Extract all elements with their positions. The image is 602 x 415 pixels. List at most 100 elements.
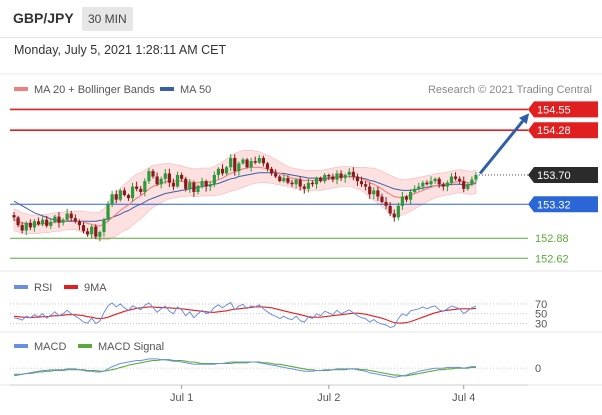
candle-body [188,182,192,189]
candle-body [372,190,376,195]
candle-body [200,181,204,186]
macd-legend: MACD MACD Signal [14,341,164,353]
candle-body [192,182,196,192]
candle-body [241,159,245,164]
candle-body [233,158,237,172]
candle-body [449,176,454,183]
copyright-text: Research © 2021 Trading Central [428,84,592,96]
candle-body [388,205,392,214]
candle-body [355,176,360,182]
legend-swatch-ma20 [14,87,28,91]
candle-body [433,178,437,182]
candle-body [94,226,98,237]
candle-body [474,174,478,180]
candle-body [441,184,445,187]
candle-body [45,219,49,226]
ma20-line [13,166,477,227]
candle-body [163,173,167,179]
candle-body [130,186,135,199]
candle-body [155,176,159,185]
candle-body [274,173,278,177]
candle-body [323,174,327,182]
candle-body [16,217,20,226]
candle-body [421,182,425,187]
candle-body [298,179,302,187]
level-label-152.62: 152.62 [535,253,569,265]
candle-body [20,225,24,231]
candle-body [249,161,253,168]
candle-body [376,190,380,197]
candle-body [208,184,212,187]
timeframe-button[interactable]: 30 MIN [82,7,133,31]
candle-body [77,221,82,226]
candle-body [175,174,180,187]
candle-body [339,173,343,179]
candle-body [396,205,400,218]
rsi-level-label-70: 70 [535,299,547,311]
candle-body [102,219,106,233]
candle-body [126,195,131,199]
level-tag-text-153.32: 153.32 [537,199,571,211]
candle-body [106,204,110,220]
rsi-legend: RSI 9MA [14,282,107,294]
candle-body [470,179,474,185]
x-tick-label-Jul-1: Jul 1 [170,392,193,404]
candle-body [466,184,470,189]
candle-body [69,213,73,219]
candle-body [286,178,290,183]
candle-body [110,194,114,205]
candle-body [445,182,449,187]
candle-body [408,191,413,200]
legend-label-ma20: MA 20 + Bollinger Bands [34,84,155,96]
candle-body [139,188,143,192]
x-axis: Jul 1 Jul 2 Jul 4 [170,385,475,404]
candle-body [73,218,77,222]
candle-body [36,221,41,225]
macd-line [13,358,476,378]
candle-body [237,163,241,172]
rsi-level-label-50: 50 [535,309,547,321]
candle-body [453,176,458,179]
candle-body [253,161,257,163]
candle-body [143,181,147,192]
candle-body [261,158,265,164]
trend-arrow-shaft [478,120,524,175]
header-divider [0,37,602,38]
macd-signal-line [14,359,476,377]
level-tag-text-154.28: 154.28 [537,125,571,137]
x-tick-label-Jul-4: Jul 4 [452,392,475,404]
level-tag-154.55 [528,101,598,118]
candle-body [81,225,86,232]
candle-body [85,231,90,235]
candle-body [458,178,462,182]
candle-body [49,222,53,226]
candle-body [257,158,261,163]
rsi-line [13,301,477,329]
candle-body [24,222,28,231]
candle-body [282,178,286,182]
candle-body [147,171,151,182]
legend-swatch-ma50 [160,87,174,91]
candle-body [327,174,331,177]
rsi-ma-line [13,306,477,324]
rsi-level-label-30: 30 [535,319,547,331]
candle-body [347,171,351,175]
candle-body [212,174,216,185]
candle-body [417,186,421,189]
candle-body [364,184,368,187]
price-panel: 154.55 154.28 153.32 152.88 152.62 153.70 [10,101,598,265]
candle-body [41,219,45,225]
legend-label-macd-signal: MACD Signal [98,341,164,353]
candle-body [462,181,466,189]
candle-body [368,186,372,195]
trend-arrow-head [518,113,530,125]
level-label-152.88: 152.88 [535,233,569,245]
candle-body [90,226,94,235]
candle-body [306,182,310,189]
price-legend: MA 20 + Bollinger Bands MA 50 Research ©… [14,84,592,96]
candle-body [319,178,323,182]
legend-swatch-9ma [64,285,78,289]
legend-label-9ma: 9MA [84,282,107,294]
currency-pair-title: GBP/JPY [13,10,74,26]
